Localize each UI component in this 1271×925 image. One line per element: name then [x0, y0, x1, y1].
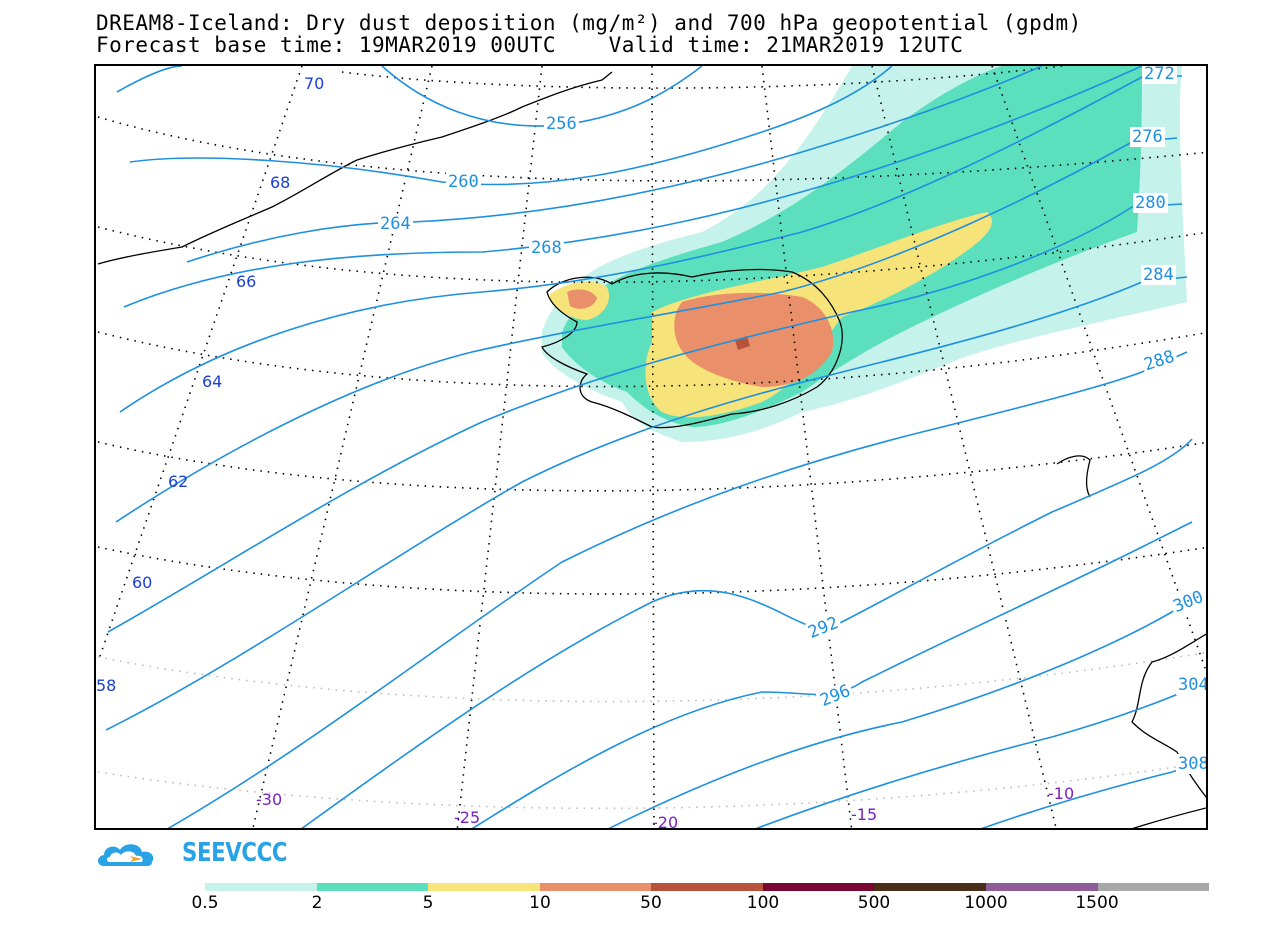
legend-swatch-1500	[1097, 883, 1210, 891]
legend-label: 100	[746, 893, 780, 913]
contour-label: 308	[1176, 754, 1206, 774]
meridian-line	[651, 66, 655, 828]
legend-label: 50	[640, 893, 662, 913]
legend-label: 1000	[964, 893, 1008, 913]
legend-swatch-500	[874, 883, 986, 891]
contour-300	[608, 601, 1188, 828]
latitude-label-list: 70 68 66 64 62 60 58	[96, 66, 1206, 828]
faroe-coast	[1056, 455, 1091, 498]
latitude-label: 68	[270, 173, 291, 192]
contour-276	[115, 137, 1178, 523]
legend-label: 2	[311, 893, 323, 913]
latitude-label: 62	[168, 472, 189, 491]
map-canvas	[97, 66, 1206, 828]
map-title: DREAM8-Iceland: Dry dust deposition (mg/…	[96, 11, 1082, 35]
contour-label: 264	[378, 214, 413, 234]
contour-284	[105, 276, 1188, 731]
meridian-line	[456, 66, 543, 828]
legend-label: 1500	[1075, 893, 1119, 913]
legend-colorbar	[205, 883, 1210, 891]
contour-288	[167, 351, 1188, 828]
legend-swatch-10	[539, 883, 652, 891]
latitude-label: 70	[304, 74, 325, 93]
contour-label: 284	[1141, 265, 1176, 285]
contour-272	[119, 75, 1183, 413]
legend-swatch-0.5	[205, 883, 317, 891]
contour-304	[755, 689, 1188, 828]
legend-label: 0.5	[191, 893, 219, 913]
geopotential-contours	[105, 66, 1193, 828]
longitude-label: -30	[256, 790, 283, 809]
latitude-label: 66	[236, 272, 257, 291]
longitude-label: -15	[851, 805, 878, 824]
legend-swatch-1000	[985, 883, 1098, 891]
contour-268	[123, 66, 1143, 308]
parallel-line	[97, 116, 1206, 182]
latitude-label: 58	[96, 676, 117, 695]
iceland-coast	[541, 268, 843, 429]
contour-label: 304	[1176, 675, 1206, 695]
greenland-coast	[97, 71, 613, 265]
legend-label: 500	[857, 893, 891, 913]
longitude-label: -25	[454, 808, 481, 827]
latitude-label: 64	[202, 372, 223, 391]
contour-label-list: 256 260 264 268 272 276 280 284 288 292 …	[96, 66, 1206, 828]
contour-label: 280	[1133, 193, 1168, 213]
map-subtitle-times: Forecast base time: 19MAR2019 00UTC Vali…	[96, 33, 964, 57]
legend-label: 5	[422, 893, 434, 913]
legend-swatch-100	[762, 883, 875, 891]
legend-swatch-50	[651, 883, 763, 891]
longitude-label-list: -30 -25 -20 -15 -10	[96, 66, 1206, 828]
parallel-line	[341, 66, 1063, 89]
contour-label: 256	[544, 114, 579, 134]
meridian-line	[761, 66, 853, 828]
legend-swatch-2	[316, 883, 429, 891]
legend-label: 10	[529, 893, 551, 913]
longitude-label: -20	[652, 813, 679, 830]
contour-280	[107, 203, 1183, 633]
coastlines	[97, 71, 1206, 828]
logo-wordmark: SEEVCCC	[182, 838, 288, 868]
contour-260	[129, 66, 893, 186]
dust-level-10-west	[567, 289, 597, 309]
contour-label: 268	[529, 238, 564, 258]
contour-label: 276	[1130, 127, 1165, 147]
map-panel: 256 260 264 268 272 276 280 284 288 292 …	[94, 64, 1208, 830]
cloud-logo-icon	[98, 844, 154, 866]
legend-swatch-5	[428, 883, 540, 891]
scotland-coast	[1132, 807, 1206, 828]
contour-label: 260	[446, 172, 481, 192]
contour-264	[186, 66, 1043, 263]
dust-level-10	[674, 292, 834, 387]
latitude-label: 60	[132, 573, 153, 592]
contour-308	[980, 766, 1188, 828]
parallel-line	[97, 761, 1206, 810]
contour-label: 272	[1142, 64, 1177, 84]
longitude-label: -10	[1048, 784, 1075, 803]
